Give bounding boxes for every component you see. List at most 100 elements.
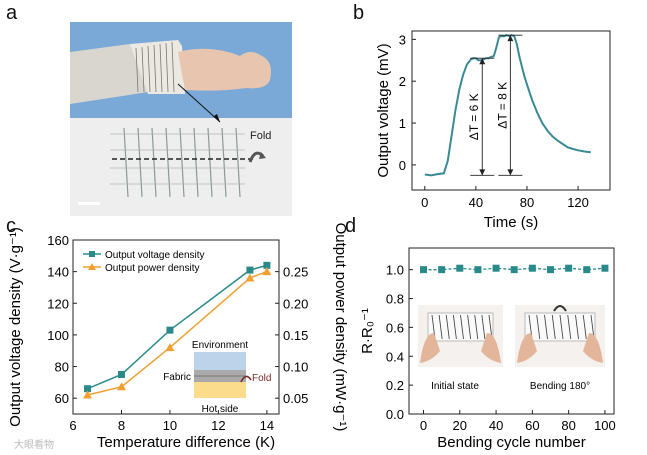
d-inset-bend-arrow <box>553 305 567 312</box>
d-inset-thread <box>474 314 479 340</box>
c-legend-label: Output voltage density <box>105 250 205 261</box>
c-inset-right-label: Fold <box>252 373 271 384</box>
d-ytick-label: 0.4 <box>386 349 404 364</box>
c-legend-label: Output power density <box>105 263 200 274</box>
c-y2label: Output power density (mW·g⁻¹) <box>332 223 349 432</box>
c-point-square <box>263 261 271 269</box>
d-inset-thread <box>452 314 457 340</box>
d-inset-photo-bg <box>418 305 503 367</box>
d-inset-thread <box>551 314 556 340</box>
b-ylabel: Output voltage (mV) <box>375 43 392 177</box>
d-inset-thread <box>438 314 443 340</box>
c-y2tick-label: 0.15 <box>283 328 308 343</box>
d-inset-thread <box>528 314 533 340</box>
d-point <box>528 264 536 272</box>
d-inset-thread <box>544 314 548 340</box>
c-inset-bottom-label: Hot side <box>202 404 239 415</box>
d-point <box>565 264 573 272</box>
d-ytick-label: 0.0 <box>386 407 404 422</box>
c-inset-top-label: Environment <box>192 340 248 351</box>
c-ytick-label: 160 <box>47 233 69 248</box>
c-inset-fold-arrow <box>240 375 252 383</box>
d-inset-fabric <box>427 312 494 342</box>
c-ytick-label: 80 <box>55 360 69 375</box>
panel-c-letter: c <box>6 215 16 237</box>
c-inset-hot-side-layer <box>194 382 246 398</box>
d-inset-thread <box>431 314 436 340</box>
b-xlabel: Time (s) <box>484 214 538 231</box>
c-series-line-1 <box>87 270 268 396</box>
d-inset-hand-right <box>481 333 501 363</box>
b-xtick-label: 80 <box>520 195 534 210</box>
b-xtick-label: 40 <box>469 195 483 210</box>
d-inset-thread <box>488 314 493 340</box>
c-ytick-label: 100 <box>47 328 69 343</box>
c-xtick-label: 8 <box>118 418 125 433</box>
plot-frame-b <box>411 30 611 191</box>
d-inset-thread <box>460 314 464 340</box>
d-inset-thread <box>582 314 587 340</box>
d-point <box>547 266 555 274</box>
c-point-triangle <box>245 273 255 282</box>
panel-a-photo: Fold <box>70 22 292 216</box>
panel-a-letter: a <box>6 2 18 24</box>
d-xtick-label: 40 <box>489 418 503 433</box>
d-inset-thread <box>559 314 564 340</box>
c-xtick-label: 10 <box>163 418 177 433</box>
c-legend-marker <box>88 263 96 270</box>
d-photo-label-bent: Bending 180° <box>530 381 590 392</box>
d-inset-hand-left <box>420 333 440 363</box>
b-ytick-label: 3 <box>399 32 406 47</box>
b-arrowhead <box>507 35 514 42</box>
c-point-square <box>117 370 125 378</box>
c-y2tick-label: 0.10 <box>283 360 308 375</box>
d-inset-thread <box>536 314 541 340</box>
d-ytick-label: 0.8 <box>386 292 404 307</box>
c-ylabel: Output voltage density (V·g⁻¹) <box>7 227 24 427</box>
d-point <box>492 264 500 272</box>
c-point-triangle <box>262 267 272 276</box>
d-xtick-label: 20 <box>453 418 467 433</box>
b-annotation-label: ΔT = 6 K <box>467 93 481 140</box>
d-inset-fabric <box>524 312 596 342</box>
d-inset-thread <box>567 314 572 340</box>
c-ytick-label: 140 <box>47 265 69 280</box>
c-point-triangle <box>83 390 93 399</box>
c-inset-fabric-layer <box>194 370 246 382</box>
c-xlabel: Temperature difference (K) <box>97 434 275 451</box>
plot-frame-c <box>72 239 280 415</box>
d-series-line <box>423 267 605 271</box>
b-xtick-label: 120 <box>567 195 589 210</box>
c-y2tick-label: 0.25 <box>283 265 308 280</box>
c-inset-environment-layer <box>194 352 246 370</box>
d-ylabel: R·R₀⁻¹ <box>359 308 376 354</box>
d-point <box>474 266 482 274</box>
b-annotation-label: ΔT = 8 K <box>495 82 509 129</box>
c-xtick-label: 6 <box>69 418 76 433</box>
b-arrowhead <box>507 169 514 176</box>
c-y2tick-label: 0.05 <box>283 391 308 406</box>
panel-b-letter: b <box>353 2 365 24</box>
c-inset-left-label: Fabric <box>163 372 191 383</box>
b-ytick-label: 1 <box>399 116 406 131</box>
d-inset-photo-bg <box>515 305 605 367</box>
c-xtick-label: 12 <box>211 418 225 433</box>
c-point-square <box>246 266 254 274</box>
b-ytick-label: 2 <box>399 74 406 89</box>
b-xtick-label: 0 <box>421 195 428 210</box>
b-ytick-label: 0 <box>399 158 406 173</box>
d-xtick-label: 80 <box>561 418 575 433</box>
d-inset-thread <box>467 314 472 340</box>
d-inset-thread <box>445 314 450 340</box>
d-inset-hand-right <box>583 333 603 363</box>
d-ytick-label: 0.2 <box>386 378 404 393</box>
c-y2tick-label: 0.20 <box>283 296 308 311</box>
c-point-triangle <box>165 343 175 352</box>
d-xtick-label: 60 <box>525 418 539 433</box>
d-photo-label-initial: Initial state <box>431 381 479 392</box>
d-inset-thread <box>575 314 579 340</box>
c-point-square <box>84 385 92 393</box>
d-xtick-label: 0 <box>420 418 427 433</box>
fold-label: Fold <box>250 130 271 142</box>
b-arrowhead <box>479 58 486 65</box>
